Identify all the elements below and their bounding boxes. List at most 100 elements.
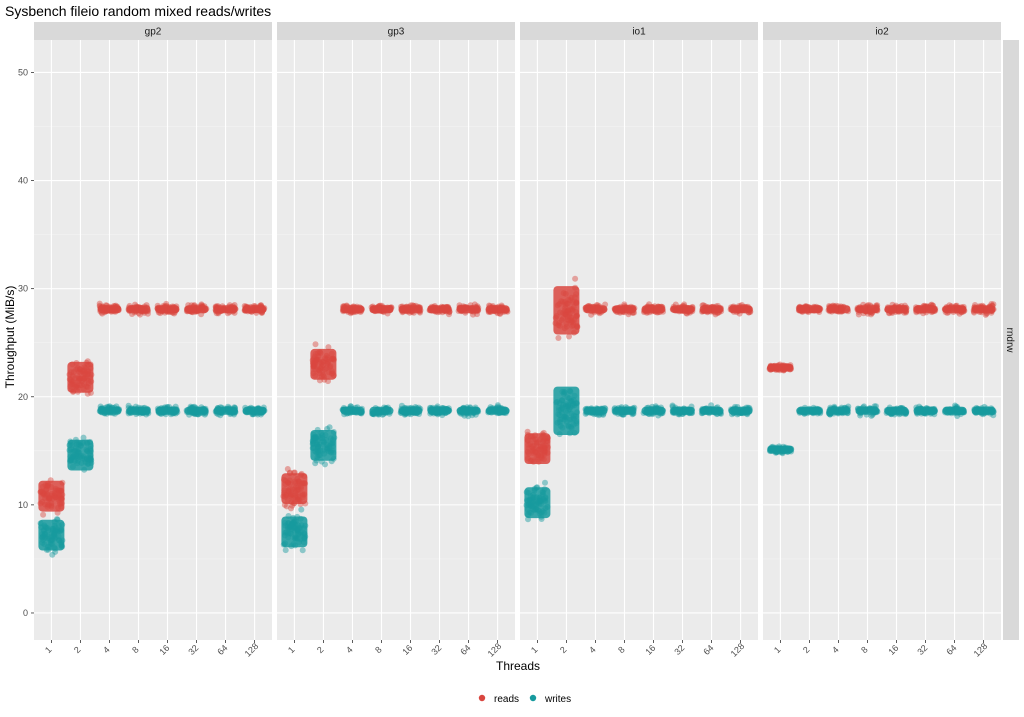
data-cluster-reads-8 xyxy=(855,305,880,314)
data-cluster-writes-4 xyxy=(340,406,365,415)
y-tick-label: 40 xyxy=(18,176,28,186)
data-cluster-writes-8 xyxy=(369,406,394,415)
x-tick-label: 128 xyxy=(243,641,261,659)
facet-strip-label: io2 xyxy=(875,27,889,38)
legend: reads writes xyxy=(478,694,571,705)
data-cluster-reads-64 xyxy=(942,305,967,314)
x-tick-label: 16 xyxy=(157,643,171,657)
data-cluster-reads-128 xyxy=(728,305,753,314)
facet-strip-label: gp3 xyxy=(388,27,405,38)
x-tick-label: 64 xyxy=(701,643,715,657)
x-tick-label: 64 xyxy=(944,643,958,657)
data-cluster-reads-8 xyxy=(612,305,637,314)
panel-background xyxy=(520,40,758,640)
facet-strip xyxy=(277,22,515,40)
data-cluster-writes-2 xyxy=(67,439,94,471)
data-point-writes-2 xyxy=(80,434,87,441)
data-cluster-writes-8 xyxy=(126,406,151,415)
data-cluster-writes-2 xyxy=(796,406,823,415)
data-cluster-reads-32 xyxy=(427,305,452,314)
data-cluster-writes-2 xyxy=(310,430,337,461)
x-tick-label: 2 xyxy=(72,645,83,656)
data-cluster-reads-16 xyxy=(641,305,666,314)
data-cluster-reads-32 xyxy=(913,305,938,314)
data-point-writes-128 xyxy=(494,402,501,409)
x-tick-label: 128 xyxy=(972,641,990,659)
x-axis-title: Threads xyxy=(496,659,540,673)
data-point-reads-1 xyxy=(40,511,47,518)
data-cluster-writes-1 xyxy=(281,516,308,548)
legend-label-reads: reads xyxy=(494,694,519,705)
facet-strip xyxy=(520,22,758,40)
data-cluster-writes-64 xyxy=(213,406,238,415)
y-axis-title: Throughput (MiB/s) xyxy=(3,286,17,389)
legend-label-writes: writes xyxy=(544,694,571,705)
data-point-reads-128 xyxy=(982,311,989,318)
data-point-writes-1 xyxy=(282,547,289,554)
x-tick-label: 8 xyxy=(373,645,384,656)
series-writes xyxy=(523,386,753,523)
data-cluster-writes-32 xyxy=(913,406,938,415)
x-tick-label: 4 xyxy=(830,645,841,656)
legend-key-writes xyxy=(529,694,537,702)
data-cluster-reads-8 xyxy=(369,305,394,314)
data-cluster-writes-64 xyxy=(456,406,481,415)
x-tick-label: 2 xyxy=(315,645,326,656)
x-tick-label: 8 xyxy=(130,645,141,656)
series-reads xyxy=(37,300,268,518)
data-point-writes-2 xyxy=(326,424,333,431)
y-tick-label: 50 xyxy=(18,67,28,77)
data-point-writes-2 xyxy=(312,460,319,467)
facet-panel-gp3: gp3 1 2 4 8 16 32 64 128 xyxy=(277,22,515,659)
data-cluster-reads-2 xyxy=(553,286,580,335)
data-cluster-writes-8 xyxy=(612,406,637,415)
data-point-writes-1 xyxy=(542,479,548,486)
data-cluster-reads-2 xyxy=(67,361,94,393)
series-writes xyxy=(37,402,268,558)
data-cluster-writes-2 xyxy=(553,386,580,435)
data-cluster-reads-128 xyxy=(971,305,996,314)
facet-panel-io2: io2 1 2 4 8 16 32 64 128 xyxy=(763,22,1001,659)
data-cluster-reads-8 xyxy=(126,305,151,314)
data-cluster-reads-2 xyxy=(310,348,337,380)
x-tick-label: 16 xyxy=(400,643,414,657)
panel-background xyxy=(763,40,1001,640)
data-cluster-writes-32 xyxy=(427,406,452,415)
data-cluster-reads-16 xyxy=(398,305,423,314)
data-point-reads-4 xyxy=(96,300,103,307)
data-cluster-writes-4 xyxy=(97,406,122,415)
x-tick-label: 4 xyxy=(587,645,598,656)
x-tick-label: 4 xyxy=(344,645,355,656)
x-tick-label: 8 xyxy=(616,645,627,656)
data-cluster-reads-32 xyxy=(670,305,695,314)
data-point-writes-1 xyxy=(298,506,305,513)
x-tick-label: 32 xyxy=(186,643,200,657)
data-point-writes-64 xyxy=(708,402,715,409)
data-point-writes-1 xyxy=(299,547,306,554)
data-cluster-writes-16 xyxy=(155,406,180,415)
data-cluster-writes-16 xyxy=(398,406,423,415)
y-tick-label: 30 xyxy=(18,284,28,294)
x-tick-label: 1 xyxy=(529,645,540,656)
x-tick-label: 128 xyxy=(486,641,504,659)
x-tick-label: 1 xyxy=(772,645,783,656)
data-point-reads-1 xyxy=(289,502,296,509)
x-tick-label: 16 xyxy=(886,643,900,657)
data-cluster-reads-4 xyxy=(97,305,122,314)
y-tick-label: 20 xyxy=(18,392,28,402)
data-cluster-reads-4 xyxy=(826,305,851,314)
series-writes xyxy=(767,402,997,457)
x-tick-label: 1 xyxy=(286,645,297,656)
series-reads xyxy=(280,301,511,512)
x-tick-label: 32 xyxy=(915,643,929,657)
data-cluster-reads-128 xyxy=(485,305,510,314)
data-cluster-reads-16 xyxy=(884,305,909,314)
data-point-reads-2 xyxy=(555,335,562,341)
data-cluster-writes-1 xyxy=(524,487,551,519)
data-cluster-writes-128 xyxy=(485,406,510,415)
data-cluster-reads-64 xyxy=(456,305,481,314)
data-point-reads-2 xyxy=(312,341,319,348)
facet-strip-label: gp2 xyxy=(145,27,162,38)
data-point-reads-2 xyxy=(572,275,579,282)
